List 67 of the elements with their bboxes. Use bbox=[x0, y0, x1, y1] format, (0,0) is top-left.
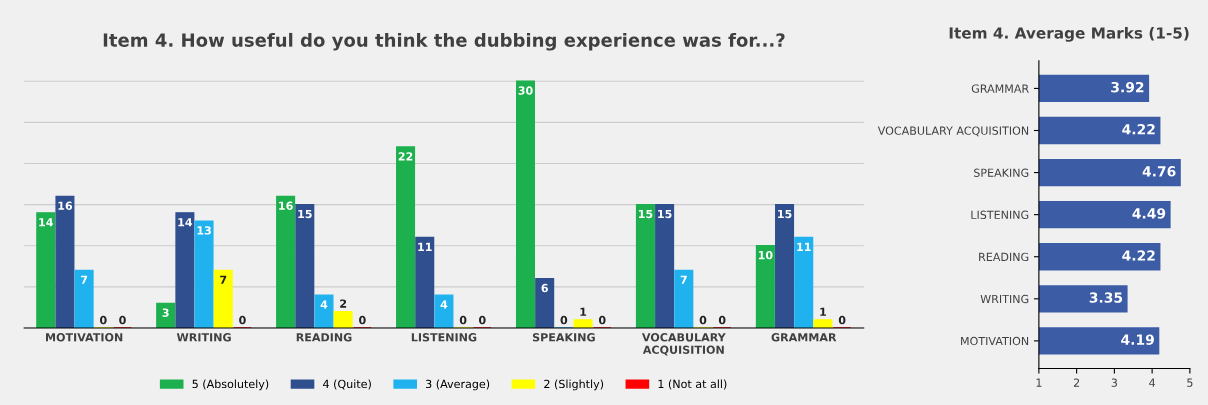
y-tick-label: SPEAKING bbox=[974, 168, 1029, 177]
data-label: 14 bbox=[178, 218, 193, 227]
data-label: 22 bbox=[398, 152, 413, 161]
y-tick-label: WRITING bbox=[980, 294, 1029, 304]
data-label: 4 bbox=[440, 300, 448, 309]
data-label: 3.35 bbox=[1089, 292, 1123, 303]
data-label: 1 bbox=[820, 307, 827, 316]
data-label: 15 bbox=[658, 209, 672, 219]
data-label: 0 bbox=[598, 315, 606, 325]
y-tick-label: GRAMMAR bbox=[971, 84, 1029, 93]
x-tick-label: READING bbox=[296, 333, 352, 342]
legend-label: 5 (Absolutely) bbox=[192, 379, 269, 391]
legend-label: 2 (Slightly) bbox=[544, 379, 604, 391]
data-label: 0 bbox=[560, 315, 568, 325]
data-label: 2 bbox=[340, 299, 347, 308]
data-label: 4.19 bbox=[1121, 334, 1154, 345]
data-label: 1 bbox=[580, 307, 587, 316]
data-label: 0 bbox=[718, 315, 726, 325]
chart-title: Item 4. How useful do you think the dubbing experience was for...? bbox=[103, 32, 785, 51]
data-label: 4.49 bbox=[1132, 208, 1166, 219]
x-tick-label: SPEAKING bbox=[532, 333, 595, 342]
data-label: 4.76 bbox=[1142, 166, 1176, 177]
data-label: 0 bbox=[119, 315, 126, 325]
data-label: 10 bbox=[758, 250, 773, 260]
data-label: 7 bbox=[220, 275, 227, 284]
data-label: 15 bbox=[778, 209, 792, 219]
x-tick-label: WRITING bbox=[176, 333, 231, 342]
x-tick-label: MOTIVATION bbox=[46, 333, 123, 342]
y-tick-label: VOCABULARY ACQUISITION bbox=[877, 126, 1029, 137]
data-label: 7 bbox=[680, 275, 687, 284]
legend-label: 4 (Quite) bbox=[323, 379, 371, 390]
data-label: 0 bbox=[99, 315, 107, 325]
data-label: 30 bbox=[518, 86, 533, 95]
x-tick-label: GRAMMAR bbox=[771, 333, 837, 342]
data-label: 11 bbox=[797, 242, 811, 251]
data-label: 13 bbox=[197, 226, 211, 235]
data-label: 15 bbox=[638, 209, 653, 219]
x-tick-label: 5 bbox=[1187, 378, 1193, 387]
x-tick-label: LISTENING bbox=[411, 333, 477, 342]
data-label: 7 bbox=[81, 275, 88, 284]
data-label: 3 bbox=[162, 308, 169, 317]
data-label: 15 bbox=[298, 209, 312, 219]
data-label: 6 bbox=[541, 283, 548, 293]
data-label: 4 bbox=[320, 300, 328, 309]
chart-title: Item 4. Average Marks (1-5) bbox=[949, 26, 1189, 42]
data-label: 11 bbox=[418, 242, 432, 251]
data-label: 14 bbox=[39, 218, 53, 227]
data-label: 0 bbox=[699, 315, 707, 325]
y-tick-label: LISTENING bbox=[971, 210, 1029, 220]
data-label: 0 bbox=[359, 315, 366, 325]
data-label: 16 bbox=[279, 201, 293, 210]
data-label: 0 bbox=[239, 315, 246, 325]
legend-label: 3 (Average) bbox=[426, 379, 490, 391]
data-label: 16 bbox=[58, 201, 73, 210]
data-label: 0 bbox=[459, 315, 467, 325]
data-label: 4.22 bbox=[1122, 124, 1155, 135]
data-label: 3.92 bbox=[1111, 81, 1144, 93]
x-tick-label: 2 bbox=[1073, 378, 1080, 387]
x-tick-label: 3 bbox=[1111, 378, 1118, 387]
legend-label: 1 (Not at all) bbox=[658, 379, 727, 390]
data-label: 4.22 bbox=[1122, 250, 1155, 261]
x-tick-label: VOCABULARY ACQUISITION bbox=[641, 333, 726, 356]
data-label: 0 bbox=[838, 315, 846, 325]
x-tick-label: 1 bbox=[1036, 378, 1042, 387]
y-tick-label: READING bbox=[979, 252, 1029, 262]
data-label: 0 bbox=[478, 315, 486, 325]
x-tick-label: 4 bbox=[1149, 378, 1156, 387]
